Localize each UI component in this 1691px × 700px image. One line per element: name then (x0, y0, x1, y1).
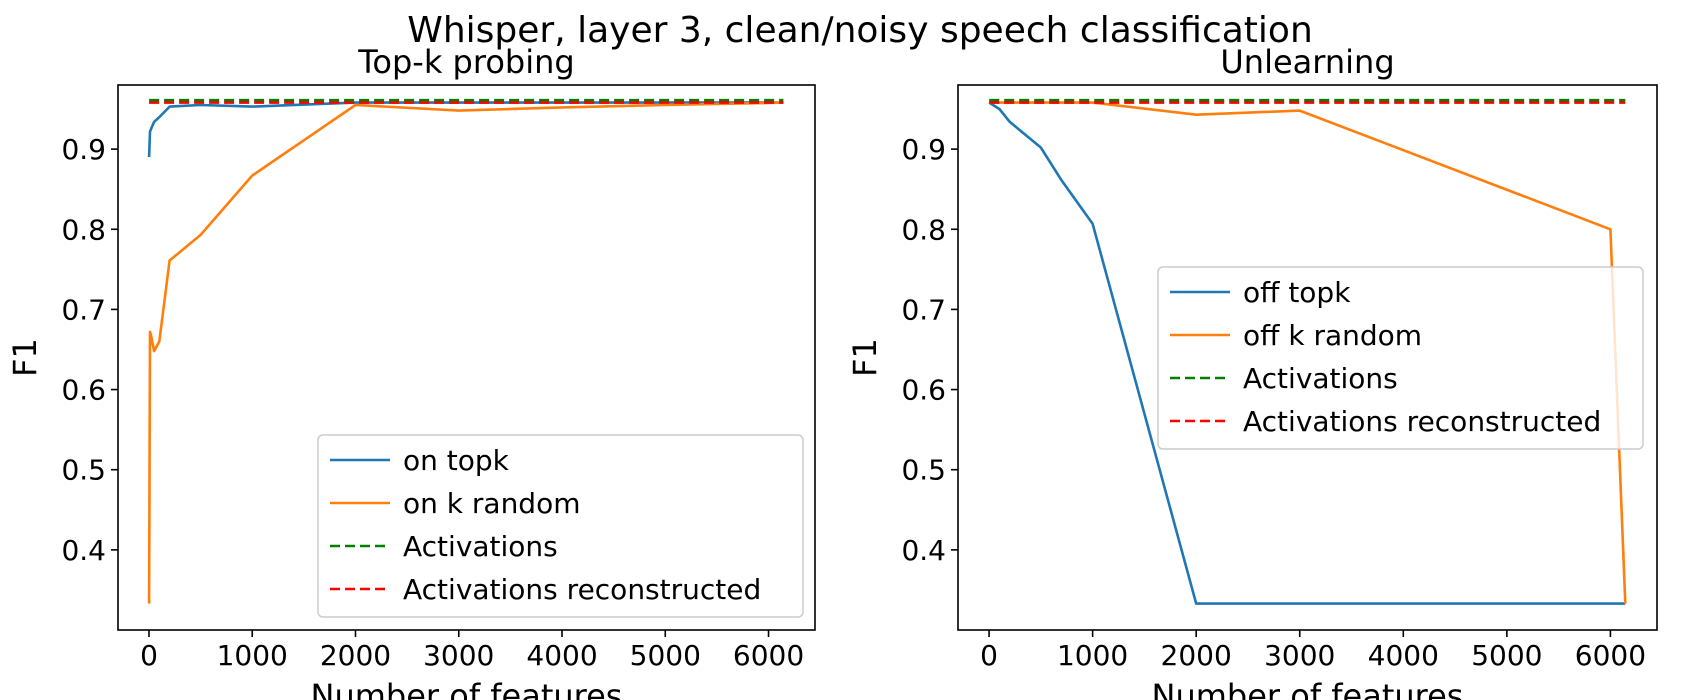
plot-frame-top-k (117, 84, 816, 631)
legend-top-k: on topk on k random Activations Activations… (317, 434, 804, 618)
legend-unlearning: off topk off k random Activations Activatio… (1157, 266, 1644, 450)
y-tick-label: 0.9 (901, 133, 946, 166)
legend-label-off-topk: off topk (1243, 276, 1351, 309)
y-tick-label: 0.7 (61, 293, 106, 326)
x-tick-label: 0 (140, 639, 158, 672)
y-tick-label: 0.6 (901, 374, 946, 407)
y-tick-label: 0.9 (61, 133, 106, 166)
chart-title-top-k: Top-k probing (357, 43, 574, 81)
x-tick-label: 4000 (526, 639, 597, 672)
y-ticks-unlearning: 0.4 0.5 0.6 0.7 0.8 0.9 (901, 133, 958, 567)
plot-lines-top-k (147, 98, 784, 604)
chart-title-unlearning: Unlearning (1220, 43, 1394, 81)
y-tick-label: 0.5 (901, 454, 946, 487)
x-tick-label: 0 (980, 639, 998, 672)
x-tick-label: 1000 (217, 639, 288, 672)
panel-top-k-probing: 0 1000 2000 3000 4000 5000 6000 0.40.50.60.70.… (6, 43, 816, 700)
x-tick-label: 3000 (1264, 639, 1335, 672)
x-tick-label: 1000 (1057, 639, 1128, 672)
legend-label-off-k-random: off k random (1243, 319, 1422, 352)
x-tick-label: 3000 (423, 639, 494, 672)
y-axis-label-unlearning: F1 (846, 338, 884, 377)
legend-box (1157, 266, 1644, 450)
legend-label-activations: Activations (403, 530, 558, 563)
x-tick-label: 6000 (733, 639, 804, 672)
x-axis-label-unlearning: Number of features (1152, 677, 1464, 700)
x-ticks-top-k: 0 1000 2000 3000 4000 5000 6000 (140, 630, 804, 672)
x-tick-label: 5000 (630, 639, 701, 672)
y-tick-label: 0.6 (61, 374, 106, 407)
legend-label-activations-reconstructed: Activations reconstructed (1243, 405, 1601, 438)
y-tick-label: 0.4 (61, 534, 106, 567)
y-ticks-top-k: 0.4 0.5 0.6 0.7 0.8 0.9 (61, 133, 118, 567)
x-tick-label: 6000 (1575, 639, 1646, 672)
plot-frame-unlearning (957, 84, 1658, 631)
y-tick-label: 0.8 (61, 213, 106, 246)
x-tick-label: 4000 (1368, 639, 1439, 672)
legend-label-activations: Activations (1243, 362, 1398, 395)
series-line-on-k-random (147, 101, 784, 604)
x-tick-label: 2000 (1161, 639, 1232, 672)
x-axis-label-top-k: Number of features (311, 677, 623, 700)
y-tick-label: 0.4 (901, 534, 946, 567)
y-tick-label: 0.7 (901, 293, 946, 326)
legend-box (317, 434, 804, 618)
x-tick-label: 2000 (320, 639, 391, 672)
panel-unlearning: 0 1000 2000 3000 4000 5000 6000 0.40.50.60.70.… (846, 43, 1658, 700)
x-ticks-unlearning: 0 1000 2000 3000 4000 5000 6000 (980, 630, 1646, 672)
y-axis-label-top-k: F1 (6, 338, 44, 377)
legend-label-activations-reconstructed: Activations reconstructed (403, 573, 761, 606)
figure-suptitle: Whisper, layer 3, clean/noisy speech cla… (407, 10, 1313, 51)
y-tick-label: 0.8 (901, 213, 946, 246)
x-tick-label: 5000 (1471, 639, 1542, 672)
plot-lines-unlearning (988, 98, 1627, 605)
legend-label-on-k-random: on k random (403, 487, 581, 520)
series-line-off-topk (988, 101, 1626, 605)
y-tick-label: 0.5 (61, 454, 106, 487)
legend-label-on-topk: on topk (403, 444, 510, 477)
